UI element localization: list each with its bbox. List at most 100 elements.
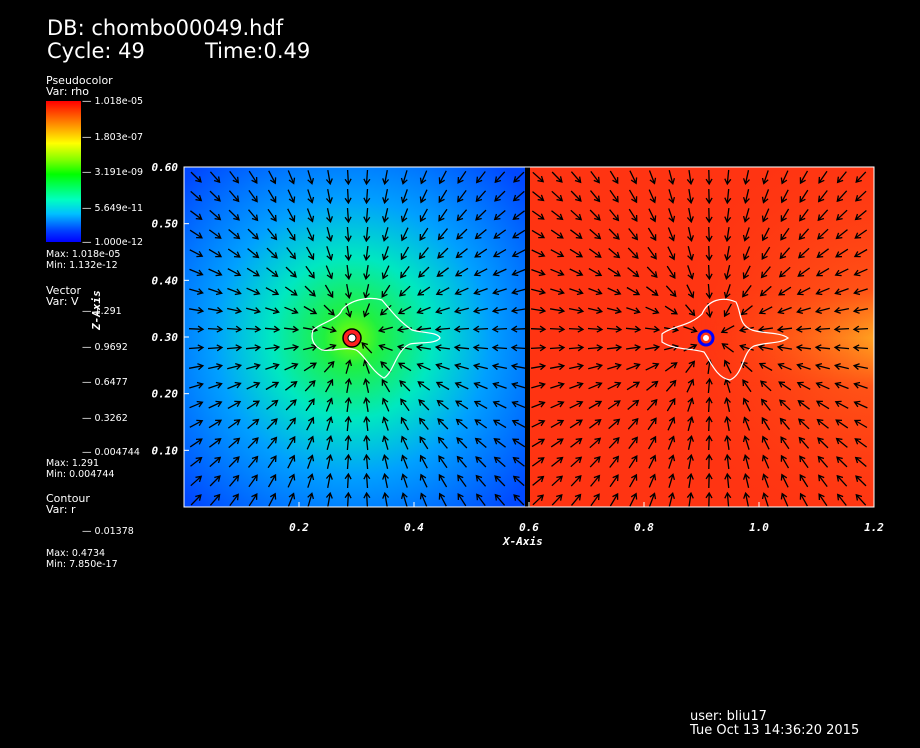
vector-arrow	[189, 249, 204, 258]
vector-arrow	[626, 381, 641, 391]
vector-arrow	[607, 287, 622, 296]
vector-arrow	[474, 437, 487, 448]
vector-arrow	[268, 492, 277, 507]
vector-arrow	[267, 473, 277, 488]
vector-arrow	[418, 266, 430, 278]
vector-arrow	[549, 344, 566, 352]
vector-arrow	[456, 437, 468, 449]
vector-arrow	[475, 474, 487, 487]
vector-arrow	[189, 381, 204, 389]
vector-arrow	[286, 247, 297, 260]
vector-arrow	[646, 398, 658, 411]
z-tick-label: 0.20	[152, 388, 179, 401]
vector-arrow	[629, 473, 638, 488]
vector-arrow	[457, 493, 467, 507]
vector-arrow	[381, 208, 389, 224]
vector-arrow	[799, 492, 808, 507]
vector-arrow	[286, 417, 296, 430]
vector-max: Max: 1.291	[46, 458, 100, 469]
vector-arrow	[777, 362, 792, 371]
vector-arrow	[570, 190, 582, 202]
vector-arrow	[247, 228, 259, 240]
left-core	[347, 333, 357, 343]
vector-arrow	[608, 228, 620, 240]
vector-arrow	[381, 378, 391, 393]
vector-arrow	[742, 435, 750, 450]
vector-arrow	[362, 284, 370, 300]
vector-arrow	[435, 362, 450, 370]
vector-arrow	[474, 419, 488, 429]
vector-arrow	[627, 267, 640, 278]
vector-arrow	[588, 268, 603, 277]
vector-arrow	[419, 189, 428, 204]
vector-arrow	[284, 362, 299, 371]
vector-arrow	[588, 381, 603, 390]
database-title: DB: chombo00049.hdf	[47, 16, 284, 40]
vector-arrow	[816, 248, 829, 258]
vector-arrow	[665, 285, 677, 298]
vector-arrow	[668, 473, 676, 488]
z-tick-label: 0.60	[152, 161, 179, 174]
vector-arrow	[510, 325, 527, 333]
vector-arrow	[285, 266, 297, 278]
vector-arrow	[382, 169, 390, 186]
vector-arrow	[550, 400, 565, 409]
vector-arrow	[363, 226, 371, 243]
vector-arrow	[531, 438, 546, 448]
vector-arrow	[607, 362, 622, 370]
vector-arrow	[189, 268, 204, 277]
vector-arrow	[853, 248, 868, 258]
vector-arrow	[473, 400, 488, 409]
vector-arrow	[246, 307, 262, 315]
vector-arrow	[306, 454, 315, 469]
vector-arrow	[266, 267, 279, 278]
pseudocolor-max: Max: 1.018e-05	[46, 249, 121, 260]
vector-arrow	[400, 473, 408, 488]
vector-arrow	[362, 303, 371, 318]
vector-arrow	[419, 473, 428, 488]
vector-arrow	[609, 170, 619, 185]
vector-arrow	[248, 474, 258, 488]
vector-arrow	[381, 397, 390, 412]
vector-arrow	[400, 189, 408, 204]
vector-arrow	[227, 268, 242, 277]
vector-arrow	[493, 210, 506, 221]
vector-arrow	[852, 344, 869, 352]
vector-arrow	[627, 417, 639, 430]
vector-arrow	[227, 419, 241, 429]
vector-arrow	[267, 455, 277, 469]
vector-arrow	[686, 284, 695, 299]
vector-arrow	[609, 474, 619, 488]
vector-arrow	[705, 434, 713, 451]
vector-arrow	[344, 472, 352, 489]
vector-arrow	[587, 325, 604, 333]
vector-arrow	[589, 228, 602, 240]
vector-arrow	[457, 190, 467, 203]
vector-arrow	[797, 418, 810, 430]
vector-arrow	[780, 473, 789, 488]
vector-title: Vector	[46, 284, 82, 297]
vector-arrow	[628, 228, 639, 241]
vector-arrow	[739, 343, 754, 351]
vector-arrow	[687, 434, 695, 450]
vector-arrow	[472, 325, 489, 333]
vector-arrow	[400, 227, 409, 242]
vector-arrow	[665, 379, 677, 392]
vector-arrow	[836, 171, 847, 184]
vector-label: — 0.9692	[82, 342, 128, 353]
vector-arrow	[705, 415, 713, 432]
x-tick-label: 0.4	[404, 521, 424, 534]
vector-arrow	[322, 326, 337, 334]
vector-arrow	[512, 190, 525, 202]
vector-arrow	[400, 246, 410, 261]
z-tick-label: 0.40	[152, 274, 179, 287]
vector-arrow	[512, 475, 525, 487]
vector-arrow	[326, 227, 334, 243]
vector-arrow	[686, 207, 694, 224]
vector-arrow	[228, 229, 241, 240]
vector-arrow	[511, 268, 526, 277]
vector-arrow	[416, 362, 431, 371]
vector-arrow	[438, 170, 447, 185]
vector-arrow	[853, 400, 868, 409]
